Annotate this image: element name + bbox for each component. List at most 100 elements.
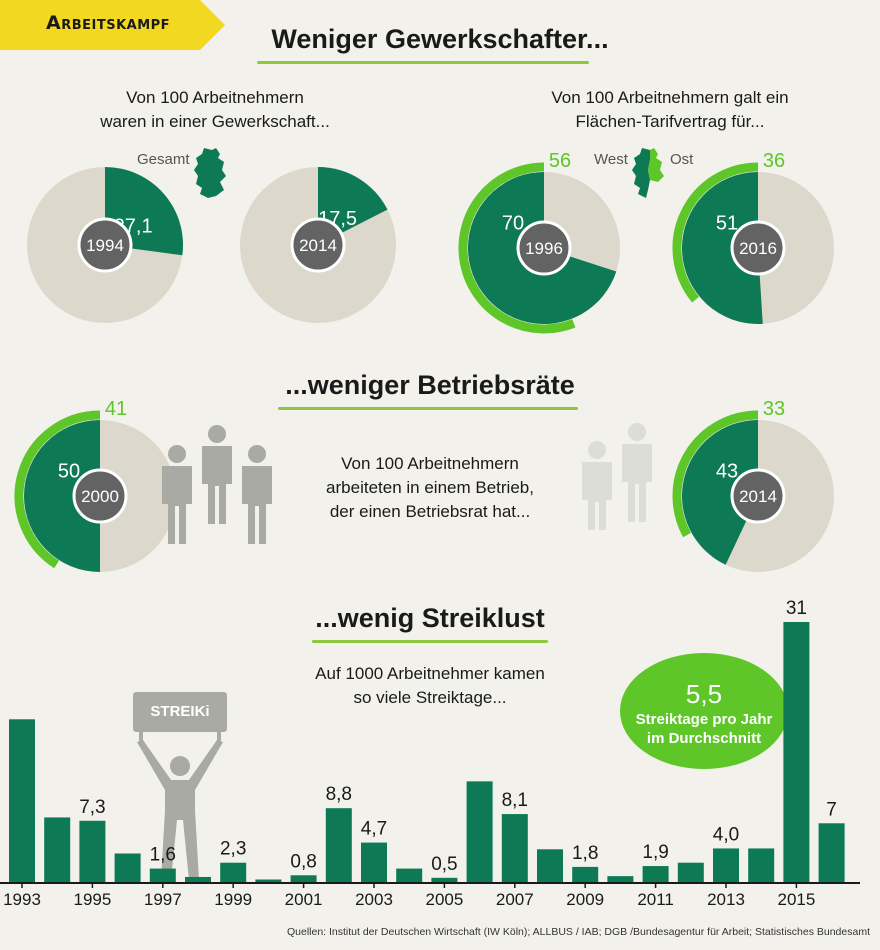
union-2014-year-label: 2014 [299, 236, 337, 255]
people-pair-icon [582, 423, 652, 530]
data-label-2001: 0,8 [290, 851, 316, 872]
strike-bar-chart: 1993 7,3 1995 1,6 1997 2,3 1999 0,8 2001 8,8 4,7 20… [0, 598, 860, 909]
bar-2013 [713, 848, 739, 882]
tick-label-2003: 2003 [355, 890, 393, 909]
data-label-2015: 31 [786, 598, 807, 619]
data-label-2011: 1,9 [642, 842, 668, 863]
works-council-2000-year-label: 2000 [81, 487, 119, 506]
tariff-1996-east-label: 56 [549, 150, 571, 172]
works-council-pie-2000: 50 41 2000 [14, 398, 176, 572]
tick-label-2013: 2013 [707, 890, 745, 909]
label-west: West [594, 151, 628, 168]
data-label-1999: 2,3 [220, 839, 246, 860]
union-subtitle-line1: Von 100 Arbeitnehmern [126, 88, 304, 107]
average-label-line2: im Durchschnitt [646, 730, 762, 747]
tariff-subtitle: Von 100 Arbeitnehmern galt ein Flächen-T… [520, 86, 820, 134]
tariff-subtitle-line1: Von 100 Arbeitnehmern galt ein [551, 88, 789, 107]
works-council-2014-west-slice [682, 420, 758, 565]
bar-2009 [572, 866, 599, 882]
tick-label-2005: 2005 [425, 890, 463, 909]
tick-label-2009: 2009 [566, 890, 604, 909]
data-label-2005: 0,5 [431, 854, 457, 875]
strike-subtitle-line2: so viele Streiktage... [353, 688, 507, 707]
data-label-1997: 1,6 [150, 845, 176, 866]
data-label-2013: 4,0 [713, 824, 739, 845]
works-council-2000-east-arc [14, 410, 101, 569]
tariff-pie-1996: 70 56 1996 [458, 150, 620, 334]
tick-label-1999: 1999 [214, 890, 252, 909]
germany-west-east-map-icon [632, 148, 664, 198]
tariff-1996-west-label: 70 [502, 212, 524, 234]
tick-label-2015: 2015 [777, 890, 815, 909]
title-strike: ...wenig Streiklust [315, 603, 545, 633]
bar-2016 [818, 823, 845, 882]
works-council-2000-year-circle [72, 468, 128, 524]
tariff-2016-year-circle [730, 220, 786, 276]
tick-label-2001: 2001 [285, 890, 323, 909]
data-label-2007: 8,1 [502, 790, 528, 811]
works-council-2014-year-circle [730, 468, 786, 524]
bar-2004 [396, 868, 423, 882]
title-union-underline [257, 61, 589, 64]
works-council-subtitle-line2: arbeiteten in einem Betrieb, [326, 478, 534, 497]
striker-figure-icon [133, 692, 227, 880]
data-label-2016: 7 [826, 799, 837, 820]
data-label-2003: 4,7 [361, 819, 387, 840]
bar-1993 [9, 719, 35, 882]
section-tag-label: Arbeitskampf [46, 12, 171, 34]
data-label-2009: 1,8 [572, 843, 598, 864]
bar-2002 [325, 808, 352, 882]
title-strike-underline [312, 640, 548, 643]
source-note: Quellen: Institut der Deutschen Wirtscha… [286, 926, 870, 938]
tick-label-2007: 2007 [496, 890, 534, 909]
bar-2001 [290, 875, 317, 882]
works-council-2014-west-label: 43 [716, 460, 738, 482]
tariff-1996-east-arc [458, 162, 576, 334]
tariff-1996-year-circle [516, 220, 572, 276]
tariff-2016-east-arc [672, 162, 759, 303]
section-tag [0, 0, 225, 50]
bar-2007 [501, 814, 528, 882]
title-union: Weniger Gewerkschafter... [271, 24, 609, 54]
tariff-2016-west-slice [682, 172, 763, 324]
union-subtitle: Von 100 Arbeitnehmern waren in einer Gew… [90, 86, 340, 134]
data-label-2002: 8,8 [326, 784, 352, 805]
average-label-line1: Streiktage pro Jahr [635, 711, 773, 728]
tariff-pie-2016: 51 36 2016 [672, 150, 834, 324]
works-council-subtitle-line3: der einen Betriebsrat hat... [329, 502, 531, 521]
people-group-icon [162, 425, 272, 544]
bar-2005 [431, 877, 458, 882]
union-1994-year-circle [77, 217, 133, 273]
average-value: 5,5 [685, 679, 723, 709]
tick-label-1995: 1995 [73, 890, 111, 909]
average-badge: 5,5 Streiktage pro Jahr im Durchschnitt [620, 653, 788, 769]
works-council-pie-2014: 43 33 2014 [672, 398, 834, 572]
label-east: Ost [670, 151, 694, 168]
tariff-2016-west-label: 51 [716, 212, 738, 234]
union-2014-year-circle [290, 217, 346, 273]
strike-sign-text: STREIKi [150, 703, 210, 720]
bar-2008 [537, 849, 563, 882]
tariff-2016-year-label: 2016 [739, 239, 777, 258]
strike-subtitle: Auf 1000 Arbeitnehmer kamen so viele Str… [290, 662, 570, 710]
union-1994-year-label: 1994 [86, 236, 124, 255]
title-works-council-underline [278, 407, 578, 410]
bar-1997 [149, 868, 176, 882]
bar-1996 [114, 853, 141, 882]
bar-2012 [677, 862, 704, 882]
strike-subtitle-line1: Auf 1000 Arbeitnehmer kamen [315, 664, 545, 683]
tick-label-1993: 1993 [3, 890, 41, 909]
bar-1994 [44, 817, 71, 882]
works-council-2000-west-label: 50 [58, 460, 80, 482]
works-council-2000-west-slice [24, 420, 100, 572]
works-council-2014-east-arc [672, 410, 759, 538]
bar-2015 [783, 622, 810, 882]
tick-label-2011: 2011 [637, 890, 674, 909]
tariff-1996-year-label: 1996 [525, 239, 563, 258]
works-council-subtitle: Von 100 Arbeitnehmern arbeiteten in eine… [300, 452, 560, 524]
bar-2003 [361, 842, 387, 882]
works-council-subtitle-line1: Von 100 Arbeitnehmern [341, 454, 519, 473]
union-subtitle-line2: waren in einer Gewerkschaft... [100, 112, 330, 131]
